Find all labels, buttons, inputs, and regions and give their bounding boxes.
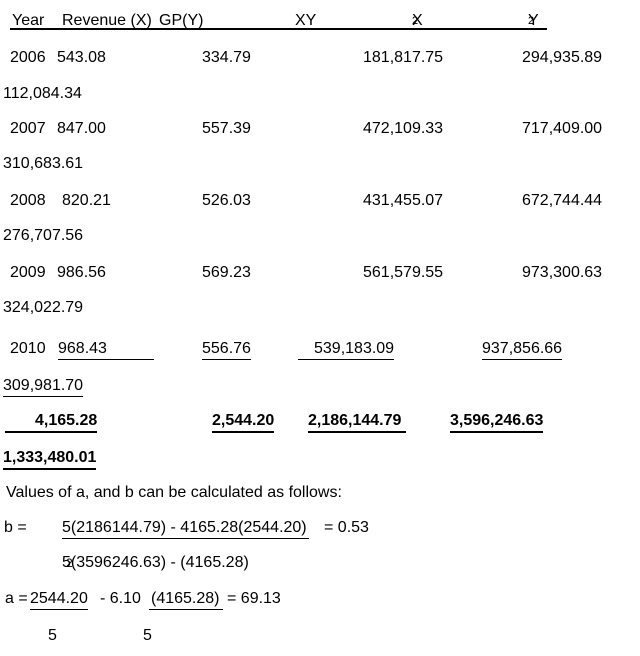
row-2010-y-squared: 309,981.70 bbox=[3, 377, 84, 397]
row-2008-gp-y: 526.03 bbox=[202, 192, 251, 209]
row-2009-gp-y: 569.23 bbox=[202, 264, 251, 281]
total-sum-y-squared: 1,333,480.01 bbox=[3, 449, 97, 470]
row-2008-year: 2008 bbox=[10, 192, 46, 209]
header-year: Year bbox=[12, 12, 45, 29]
row-2009-y-squared: 324,022.79 bbox=[3, 299, 84, 316]
a-result: = 69.13 bbox=[227, 590, 281, 607]
table-row-2008: 2008 820.21 526.03 431,455.07 672,744.44 bbox=[0, 192, 640, 210]
a-middle: - 6.10 bbox=[100, 590, 141, 607]
a-numerator-1: 2544.20 bbox=[30, 590, 88, 610]
row-2007-x-squared: 717,409.00 bbox=[522, 120, 603, 137]
calc-intro-line: Values of a, and b can be calculated as … bbox=[0, 484, 640, 502]
row-2009-xy: 561,579.55 bbox=[363, 264, 444, 281]
header-revenue-x: Revenue (X) bbox=[62, 12, 152, 29]
header-gp-y: GP(Y) bbox=[159, 12, 204, 29]
row-2006-y-squared: 112,084.34 bbox=[3, 85, 82, 102]
totals-row-wrap: 1,333,480.01 bbox=[0, 449, 640, 470]
row-2010-year: 2010 bbox=[10, 340, 46, 357]
intro-text: Values of a, and b can be calculated as … bbox=[6, 484, 342, 501]
row-2006-revenue-x: 543.08 bbox=[57, 49, 106, 66]
row-2010-xy: 539,183.09 bbox=[298, 340, 395, 360]
row-2010-revenue-x: 968.43 bbox=[58, 340, 154, 360]
table-row-2008-wrap: 276,707.56 bbox=[0, 227, 640, 245]
b-numerator: 5(2186144.79) - 4165.28(2544.20) bbox=[62, 519, 309, 539]
x-squared-superscript: 2 bbox=[412, 15, 419, 27]
table-row-2009: 2009 986.56 569.23 561,579.55 973,300.63 bbox=[0, 264, 640, 282]
b-equation-line: b = 5(2186144.79) - 4165.28(2544.20) = 0… bbox=[0, 519, 640, 539]
table-row-2007-wrap: 310,683.61 bbox=[0, 155, 640, 173]
row-2009-year: 2009 bbox=[10, 264, 46, 281]
y-squared-superscript: 2 bbox=[528, 15, 535, 27]
b-result: = 0.53 bbox=[324, 519, 369, 536]
b-label: b = bbox=[4, 519, 27, 536]
row-2007-revenue-x: 847.00 bbox=[57, 120, 106, 137]
row-2007-y-squared: 310,683.61 bbox=[3, 155, 84, 172]
table-row-2006: 2006 543.08 334.79 181,817.75 294,935.89 bbox=[0, 49, 640, 67]
b-denominator-line: 5(3596246.63) - (4165.28) 2 bbox=[62, 554, 249, 571]
row-2008-y-squared: 276,707.56 bbox=[3, 227, 84, 244]
total-sum-x: 4,165.28 bbox=[5, 412, 98, 433]
table-row-2010-wrap: 309,981.70 bbox=[0, 377, 640, 397]
row-2010-gp-y: 556.76 bbox=[202, 340, 251, 360]
row-2007-year: 2007 bbox=[10, 120, 46, 137]
a-numerator-2: (4165.28) bbox=[149, 590, 223, 610]
row-2006-xy: 181,817.75 bbox=[363, 49, 444, 66]
table-row-2010: 2010 968.43 556.76 539,183.09 937,856.66 bbox=[0, 340, 640, 360]
row-2006-year: 2006 bbox=[10, 49, 46, 66]
row-2009-x-squared: 973,300.63 bbox=[522, 264, 603, 281]
header-underline bbox=[10, 28, 547, 30]
header-xy: XY bbox=[295, 12, 317, 29]
table-row-2007: 2007 847.00 557.39 472,109.33 717,409.00 bbox=[0, 120, 640, 138]
row-2009-revenue-x: 986.56 bbox=[57, 264, 106, 281]
row-2010-x-squared: 937,856.66 bbox=[482, 340, 563, 360]
table-row-2009-wrap: 324,022.79 bbox=[0, 299, 640, 317]
row-2007-gp-y: 557.39 bbox=[202, 120, 251, 137]
a-equation-line: a = 2544.20 - 6.10 (4165.28) = 69.13 bbox=[0, 590, 640, 610]
total-sum-x-squared: 3,596,246.63 bbox=[450, 412, 544, 433]
row-2008-revenue-x: 820.21 bbox=[62, 192, 111, 209]
totals-row: 4,165.28 2,544.20 2,186,144.79 3,596,246… bbox=[0, 412, 640, 433]
a-denominator-2: 5 bbox=[143, 627, 152, 644]
a-denominators-line: 5 5 bbox=[0, 627, 640, 645]
table-row-2006-wrap: 112,084.34 bbox=[0, 85, 640, 103]
row-2007-xy: 472,109.33 bbox=[363, 120, 444, 137]
total-sum-gp-y: 2,544.20 bbox=[212, 412, 275, 433]
row-2006-x-squared: 294,935.89 bbox=[522, 49, 603, 66]
b-denominator-superscript: 2 bbox=[66, 556, 73, 570]
total-sum-xy: 2,186,144.79 bbox=[308, 412, 407, 433]
a-label: a = bbox=[5, 590, 28, 607]
row-2008-x-squared: 672,744.44 bbox=[522, 192, 603, 209]
a-denominator-1: 5 bbox=[48, 627, 57, 644]
row-2008-xy: 431,455.07 bbox=[363, 192, 444, 209]
row-2006-gp-y: 334.79 bbox=[202, 49, 251, 66]
